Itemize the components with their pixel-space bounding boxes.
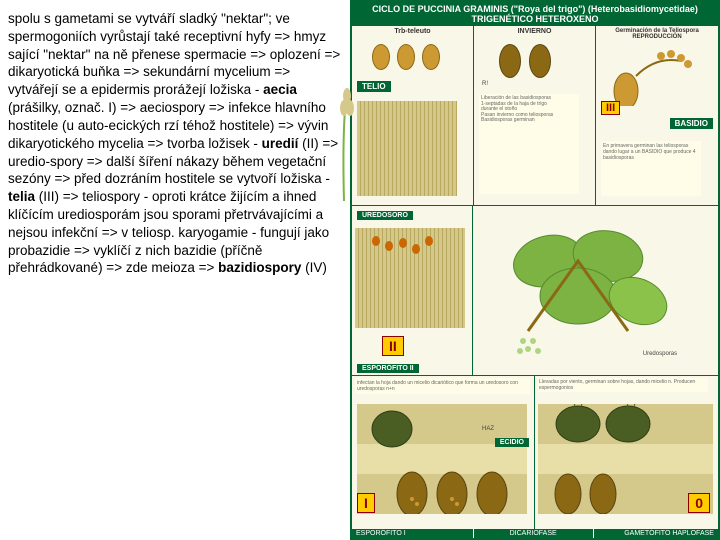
diagram-footer: ESPORÓFITO I DICARIOFASE GAMETÓFITO HAPL…: [352, 529, 718, 538]
wheat-stalk-icon: [332, 86, 367, 206]
label-uredosporas: Uredosporas: [643, 351, 677, 357]
roman-zero: 0: [688, 493, 710, 513]
body-text: spolu s gametami se vytváří sladký "nekt…: [8, 10, 342, 277]
mid-uredosoro: UREDOSORO II: [352, 206, 473, 375]
tag-uredosoro: UREDOSORO: [357, 211, 413, 220]
tag-esporofito: ESPORÓFITO II: [357, 364, 419, 373]
panel-mid-label: INVIERNO: [476, 28, 593, 35]
panel-telio: Trb-teleuto TELIO: [352, 26, 474, 205]
tag-basidio: BASIDIO: [670, 118, 713, 129]
panel-invierno: INVIERNO R! Liberación de las basidiospo…: [474, 26, 596, 205]
ecidio-structure-icon: [357, 404, 527, 514]
footer-mid: DICARIOFASE: [473, 529, 594, 538]
bottom-section: infectan la hoja dando un micelio dicari…: [352, 376, 718, 531]
basidio-icon: [606, 46, 701, 106]
panel-left-label: Trb-teleuto: [354, 28, 471, 35]
bot-ecidio: infectan la hoja dando un micelio dicari…: [352, 376, 535, 531]
bot-gametofito: ENVÉS Espermacios Ecidiosporas 0 Llevada…: [535, 376, 718, 531]
diagram-title: CICLO DE PUCCINIA GRAMINIS ("Roya del tr…: [352, 2, 718, 26]
footer-left: ESPORÓFITO I: [352, 529, 473, 538]
footer-right: GAMETÓFITO HAPLOFASE: [594, 529, 718, 538]
text-column: spolu s gametami se vytváří sladký "nekt…: [0, 0, 350, 540]
roman-i: I: [357, 493, 375, 513]
panel-right-label: Germinación de la Teliospora REPRODUCCIÓ…: [598, 28, 716, 40]
tag-ecidio: ECIDIO: [495, 438, 529, 447]
label-haz: HAZ: [482, 426, 494, 432]
lifecycle-diagram: CICLO DE PUCCINIA GRAMINIS ("Roya del tr…: [350, 0, 720, 540]
label-ri: R!: [482, 81, 488, 87]
top-panels: Trb-teleuto TELIO INVIERNO R! Liberación…: [352, 26, 718, 206]
mid-section: UREDOSORO II: [352, 206, 718, 376]
panel-basidio: Germinación de la Teliospora REPRODUCCIÓ…: [596, 26, 718, 205]
barberry-leaves-icon: [478, 211, 708, 371]
roman-ii: II: [382, 336, 404, 356]
mid-leaves: Uredosporas: [473, 206, 718, 375]
gametofito-structure-icon: [538, 404, 713, 514]
roman-iii: III: [601, 101, 620, 115]
